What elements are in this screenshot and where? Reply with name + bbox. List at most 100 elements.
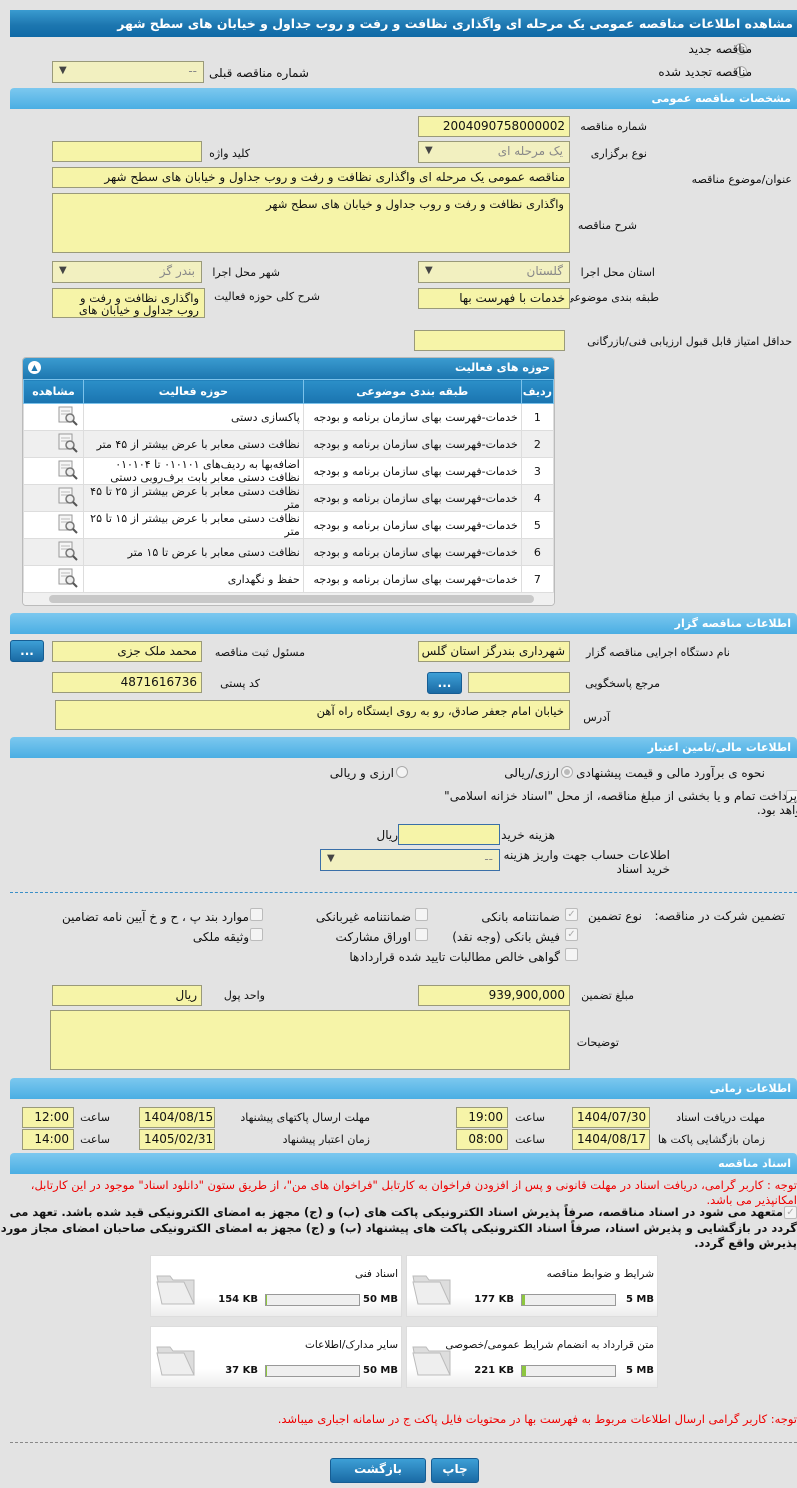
rial-unit: ریال [376,828,398,842]
activities-table: ردیف طبقه بندی موضوعی حوزه فعالیت مشاهده… [23,379,554,593]
chevron-down-icon: ▼ [59,265,67,276]
city-value: بندر گز [159,264,195,278]
table-row: 2 خدمات-فهرست بهای سازمان برنامه و بودجه ن… [23,430,554,458]
resp-field[interactable]: محمد ملک جزی [52,641,202,662]
postal-field[interactable]: 4871616736 [52,672,202,693]
collapse-icon[interactable]: ▲ [28,361,41,374]
col-activity: حوزه فعالیت [83,379,304,404]
submit-label: مهلت ارسال پاکتهای پیشنهاد [240,1111,370,1124]
tender-number-field[interactable]: 2004090758000002 [418,116,570,137]
address-field[interactable]: خیابان امام جعفر صادق، رو به روی ایستگاه… [55,700,570,730]
view-icon[interactable] [23,538,84,566]
mixed-radio[interactable] [396,766,408,778]
new-tender-radio[interactable] [735,43,747,55]
guarantee-option-label: ضمانتنامه غیربانکی [315,910,411,924]
doc-receive-date[interactable]: 1404/07/30 [572,1107,650,1128]
document-card[interactable]: اسناد فنی 50 MB 154 KB [150,1255,402,1317]
row-number: 2 [520,430,554,458]
renewed-tender-radio[interactable] [735,66,747,78]
guarantee-checkbox[interactable]: ✓ [565,908,578,921]
activities-title: حوزه های فعالیت [455,361,550,374]
rial-radio[interactable] [561,766,573,778]
timing-section-header: اطلاعات زمانی [10,1078,797,1099]
document-size: 177 KB [474,1294,514,1305]
open-time[interactable]: 08:00 [456,1129,508,1150]
amount-field[interactable]: 939,900,000 [418,985,570,1006]
currency-field[interactable]: ریال [52,985,202,1006]
guarantee-checkbox[interactable] [250,908,263,921]
ref-lookup-button[interactable]: ... [427,672,462,694]
province-select[interactable]: گلستان ▼ [418,261,570,283]
row-activity: نظافت دستی معابر با عرض تا ۱۵ متر [83,538,304,566]
row-category: خدمات-فهرست بهای سازمان برنامه و بودجه [302,403,522,431]
keyword-field[interactable] [52,141,202,162]
chevron-down-icon: ▼ [327,853,335,864]
doc-cost-field[interactable] [398,824,500,845]
resp-lookup-button[interactable]: ... [10,640,44,662]
documents-section-header: اسناد مناقصه [10,1153,797,1174]
horizontal-scrollbar[interactable] [23,593,554,605]
subject-field[interactable]: مناقصه عمومی یک مرحله ای واگذاری نظافت و… [52,167,570,188]
document-card[interactable]: شرایط و ضوابط مناقصه 5 MB 177 KB [406,1255,658,1317]
guarantee-label: تضمین شرکت در مناقصه: [654,909,785,923]
document-progress [265,1365,360,1377]
guarantee-checkbox[interactable]: ✓ [565,928,578,941]
doc-receive-time[interactable]: 19:00 [456,1107,508,1128]
ref-field[interactable] [468,672,570,693]
document-size: 37 KB [225,1365,258,1376]
print-button[interactable]: چاپ [431,1458,479,1483]
prev-tender-label: شماره مناقصه قبلی [209,66,309,80]
guarantee-checkbox[interactable] [565,948,578,961]
category-label: طبقه بندی موضوعی [565,291,659,304]
document-name: سایر مدارک/اطلاعات [305,1339,398,1351]
view-icon[interactable] [23,430,84,458]
submit-date[interactable]: 1404/08/15 [139,1107,215,1128]
row-activity: اضافه‌بها به ردیف‌های ۰۱۰۱۰۱ تا ۰۱۰۱۰۴ ن… [83,457,304,485]
table-row: 3 خدمات-فهرست بهای سازمان برنامه و بودجه ا… [23,457,554,485]
kind-select[interactable]: یک مرحله ای ▼ [418,141,570,163]
scope-label: شرح کلی حوزه فعالیت [214,290,320,303]
account-select[interactable]: -- ▼ [320,849,500,871]
divider [10,892,797,893]
view-icon[interactable] [23,457,84,485]
document-max-size: 50 MB [363,1294,398,1305]
document-card[interactable]: متن قرارداد به انضمام شرایط عمومی/خصوصی … [406,1326,658,1388]
min-score-field[interactable] [414,330,565,351]
view-icon[interactable] [23,403,84,431]
guarantee-checkbox[interactable] [250,928,263,941]
notes-field[interactable] [50,1010,570,1070]
scrollbar-thumb[interactable] [49,595,534,603]
prev-tender-select[interactable]: -- ▼ [52,61,204,83]
chevron-down-icon: ▼ [425,145,433,156]
category-field[interactable]: خدمات با فهرست بها [418,288,570,309]
open-date[interactable]: 1404/08/17 [572,1129,650,1150]
scope-field[interactable]: واگذاری نظافت و رفت و روب جداول و خیابان… [52,288,205,318]
city-select[interactable]: بندر گز ▼ [52,261,202,283]
row-number: 3 [520,457,554,485]
folder-icon [412,1275,451,1305]
row-category: خدمات-فهرست بهای سازمان برنامه و بودجه [302,565,522,593]
mixed-label: ارزی و ریالی [329,766,394,780]
row-category: خدمات-فهرست بهای سازمان برنامه و بودجه [302,538,522,566]
back-button[interactable]: بازگشت [330,1458,426,1483]
view-icon[interactable] [23,484,84,512]
doc-receive-label: مهلت دریافت اسناد [676,1111,765,1124]
org-field[interactable]: شهرداری بندرگز استان گلس [418,641,570,662]
currency-label: واحد پول [223,989,265,1002]
validity-date[interactable]: 1405/02/31 [139,1129,215,1150]
col-category: طبقه بندی موضوعی [302,379,522,404]
guarantee-option-label: ضمانتنامه بانکی [481,910,560,924]
submit-time[interactable]: 12:00 [22,1107,74,1128]
view-icon[interactable] [23,511,84,539]
row-activity: نظافت دستی معابر با عرض بیشتر از ۴۵ متر [83,430,304,458]
document-name: متن قرارداد به انضمام شرایط عمومی/خصوصی [445,1339,654,1351]
validity-time[interactable]: 14:00 [22,1129,74,1150]
desc-field[interactable]: واگذاری نظافت و رفت و روب جداول و خیابان… [52,193,570,253]
documents-note-2: توجه: کاربر گرامی ارسال اطلاعات مربوط به… [277,1412,797,1426]
guarantee-checkbox[interactable] [415,928,428,941]
document-card[interactable]: سایر مدارک/اطلاعات 50 MB 37 KB [150,1326,402,1388]
view-icon[interactable] [23,565,84,593]
document-name: شرایط و ضوابط مناقصه [546,1268,654,1280]
treasury-checkbox[interactable] [786,790,797,803]
guarantee-checkbox[interactable] [415,908,428,921]
